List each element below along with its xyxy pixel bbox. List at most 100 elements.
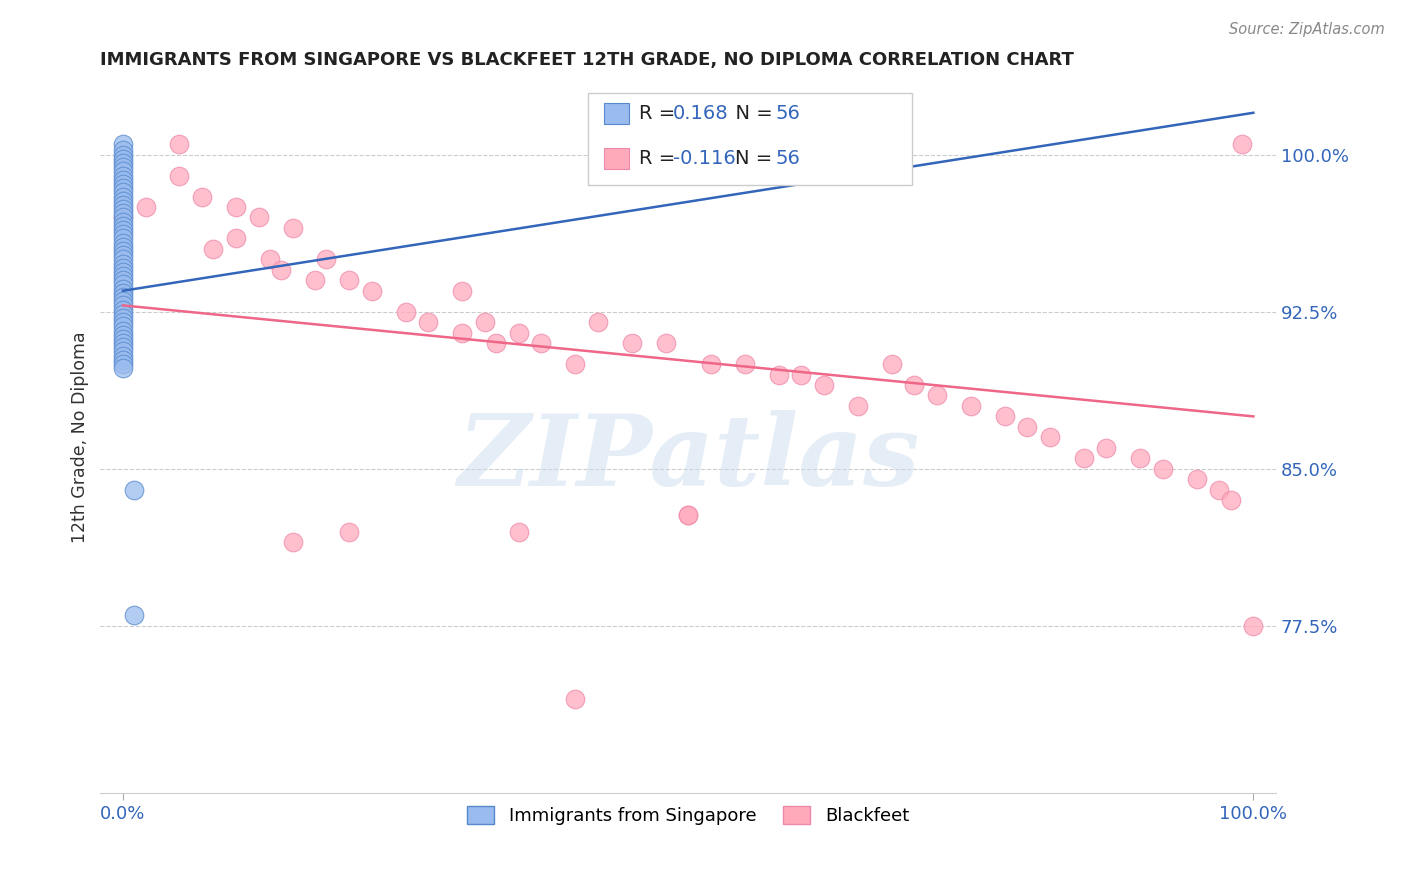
Point [111, 310, 134, 325]
Point [111, 156, 134, 170]
Text: 0.168: 0.168 [673, 103, 728, 123]
Point [247, 211, 270, 225]
Point [169, 137, 191, 152]
Point [111, 177, 134, 191]
Text: Source: ZipAtlas.com: Source: ZipAtlas.com [1229, 22, 1385, 37]
Point [111, 252, 134, 267]
Point [122, 608, 145, 623]
Point [451, 326, 474, 340]
Point [880, 357, 903, 371]
Point [135, 200, 157, 214]
Point [111, 273, 134, 287]
Point [111, 282, 134, 296]
Text: N =: N = [724, 103, 779, 123]
Point [259, 252, 281, 267]
Point [111, 298, 134, 312]
Point [270, 262, 292, 277]
Point [111, 219, 134, 233]
Point [790, 368, 813, 382]
Point [700, 357, 723, 371]
FancyBboxPatch shape [603, 147, 630, 169]
Point [111, 164, 134, 178]
Point [360, 284, 382, 298]
Point [903, 378, 925, 392]
Point [508, 524, 530, 539]
Point [394, 304, 416, 318]
Point [169, 169, 191, 183]
Point [111, 269, 134, 284]
Point [418, 315, 440, 329]
Point [1095, 441, 1118, 455]
Point [111, 206, 134, 220]
Point [846, 399, 869, 413]
Point [1185, 472, 1208, 486]
Point [111, 231, 134, 245]
Point [111, 244, 134, 258]
Point [1129, 451, 1152, 466]
Point [281, 535, 304, 549]
Point [530, 336, 553, 351]
Point [337, 273, 360, 287]
Point [111, 332, 134, 346]
Point [191, 189, 214, 203]
Point [111, 277, 134, 292]
Point [111, 307, 134, 321]
Point [111, 285, 134, 300]
Text: -0.116: -0.116 [673, 149, 735, 168]
Point [111, 260, 134, 275]
Point [111, 211, 134, 225]
Text: R =: R = [638, 103, 682, 123]
Point [1219, 493, 1241, 508]
Point [676, 508, 699, 522]
Point [111, 160, 134, 174]
Y-axis label: 12th Grade, No Diploma: 12th Grade, No Diploma [72, 332, 89, 543]
Text: ZIPatlas: ZIPatlas [457, 410, 920, 507]
Point [994, 409, 1017, 424]
Point [111, 186, 134, 200]
Point [586, 315, 609, 329]
Point [1017, 420, 1039, 434]
Point [122, 483, 145, 497]
Point [768, 368, 790, 382]
Point [111, 227, 134, 242]
Point [1073, 451, 1095, 466]
Point [111, 294, 134, 309]
Point [111, 189, 134, 203]
Text: R =: R = [638, 149, 682, 168]
Point [1230, 137, 1253, 152]
Point [654, 336, 676, 351]
Text: 56: 56 [775, 149, 800, 168]
Point [111, 194, 134, 208]
Point [1208, 483, 1230, 497]
Point [225, 200, 247, 214]
Point [111, 169, 134, 183]
Point [111, 240, 134, 254]
Point [111, 248, 134, 262]
Point [111, 181, 134, 195]
Point [959, 399, 981, 413]
Point [813, 378, 835, 392]
FancyBboxPatch shape [588, 94, 911, 185]
Point [111, 324, 134, 338]
Point [111, 319, 134, 334]
Point [225, 231, 247, 245]
Point [564, 692, 586, 706]
Point [451, 284, 474, 298]
Point [111, 327, 134, 342]
Point [925, 388, 948, 402]
Legend: Immigrants from Singapore, Blackfeet: Immigrants from Singapore, Blackfeet [458, 797, 918, 834]
Point [111, 137, 134, 152]
Text: 56: 56 [775, 103, 800, 123]
Point [337, 524, 360, 539]
Point [508, 326, 530, 340]
Point [111, 290, 134, 304]
Point [315, 252, 337, 267]
Point [111, 349, 134, 363]
Text: IMMIGRANTS FROM SINGAPORE VS BLACKFEET 12TH GRADE, NO DIPLOMA CORRELATION CHART: IMMIGRANTS FROM SINGAPORE VS BLACKFEET 1… [100, 51, 1074, 69]
FancyBboxPatch shape [603, 103, 630, 124]
Point [111, 198, 134, 212]
Point [485, 336, 508, 351]
Point [111, 223, 134, 237]
Point [474, 315, 496, 329]
Point [1241, 619, 1264, 633]
